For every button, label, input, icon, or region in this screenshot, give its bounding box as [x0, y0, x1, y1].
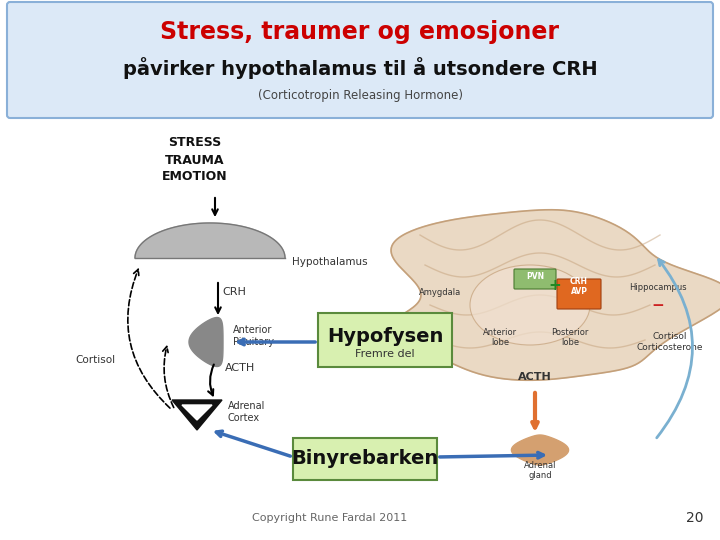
- Text: Copyright Rune Fardal 2011: Copyright Rune Fardal 2011: [253, 513, 408, 523]
- FancyBboxPatch shape: [514, 269, 556, 289]
- FancyBboxPatch shape: [557, 279, 601, 309]
- Text: Amygdala: Amygdala: [419, 288, 461, 297]
- Polygon shape: [182, 405, 212, 420]
- Text: CRH
AVP: CRH AVP: [570, 276, 588, 296]
- Text: (Corticotropin Releasing Hormone): (Corticotropin Releasing Hormone): [258, 90, 462, 103]
- FancyBboxPatch shape: [318, 313, 452, 367]
- Text: ACTH: ACTH: [518, 372, 552, 382]
- Text: Adrenal
Cortex: Adrenal Cortex: [228, 401, 266, 423]
- Text: Hippocampus: Hippocampus: [629, 283, 687, 292]
- Text: Anterior
Pituitary: Anterior Pituitary: [233, 325, 274, 347]
- Polygon shape: [135, 223, 285, 258]
- Text: Posterior
lobe: Posterior lobe: [552, 328, 589, 347]
- Text: Stress, traumer og emosjoner: Stress, traumer og emosjoner: [161, 20, 559, 44]
- Polygon shape: [511, 435, 569, 465]
- Text: Binyrebarken: Binyrebarken: [292, 449, 438, 469]
- Text: 20: 20: [686, 511, 703, 525]
- Text: Anterior
lobe: Anterior lobe: [483, 328, 517, 347]
- Text: påvirker hypothalamus til å utsondere CRH: påvirker hypothalamus til å utsondere CR…: [122, 57, 598, 79]
- Text: STRESS
TRAUMA
EMOTION: STRESS TRAUMA EMOTION: [162, 137, 228, 184]
- Polygon shape: [391, 210, 720, 380]
- Text: Hypofysen: Hypofysen: [327, 327, 444, 346]
- Text: Cortisol
Corticosterone: Cortisol Corticosterone: [636, 332, 703, 352]
- Text: −: −: [652, 298, 665, 313]
- Text: PVN: PVN: [526, 272, 544, 281]
- Text: ACTH: ACTH: [225, 363, 256, 373]
- Text: Hypothalamus: Hypothalamus: [292, 257, 368, 267]
- Ellipse shape: [470, 265, 590, 345]
- Text: Fremre del: Fremre del: [355, 349, 415, 359]
- Text: Cortisol: Cortisol: [75, 355, 115, 365]
- Text: +: +: [549, 278, 562, 293]
- Text: CRH: CRH: [222, 287, 246, 297]
- FancyBboxPatch shape: [7, 2, 713, 118]
- Text: Adrenal
gland: Adrenal gland: [523, 461, 557, 480]
- Polygon shape: [172, 400, 222, 430]
- Polygon shape: [189, 318, 223, 367]
- FancyBboxPatch shape: [293, 438, 437, 480]
